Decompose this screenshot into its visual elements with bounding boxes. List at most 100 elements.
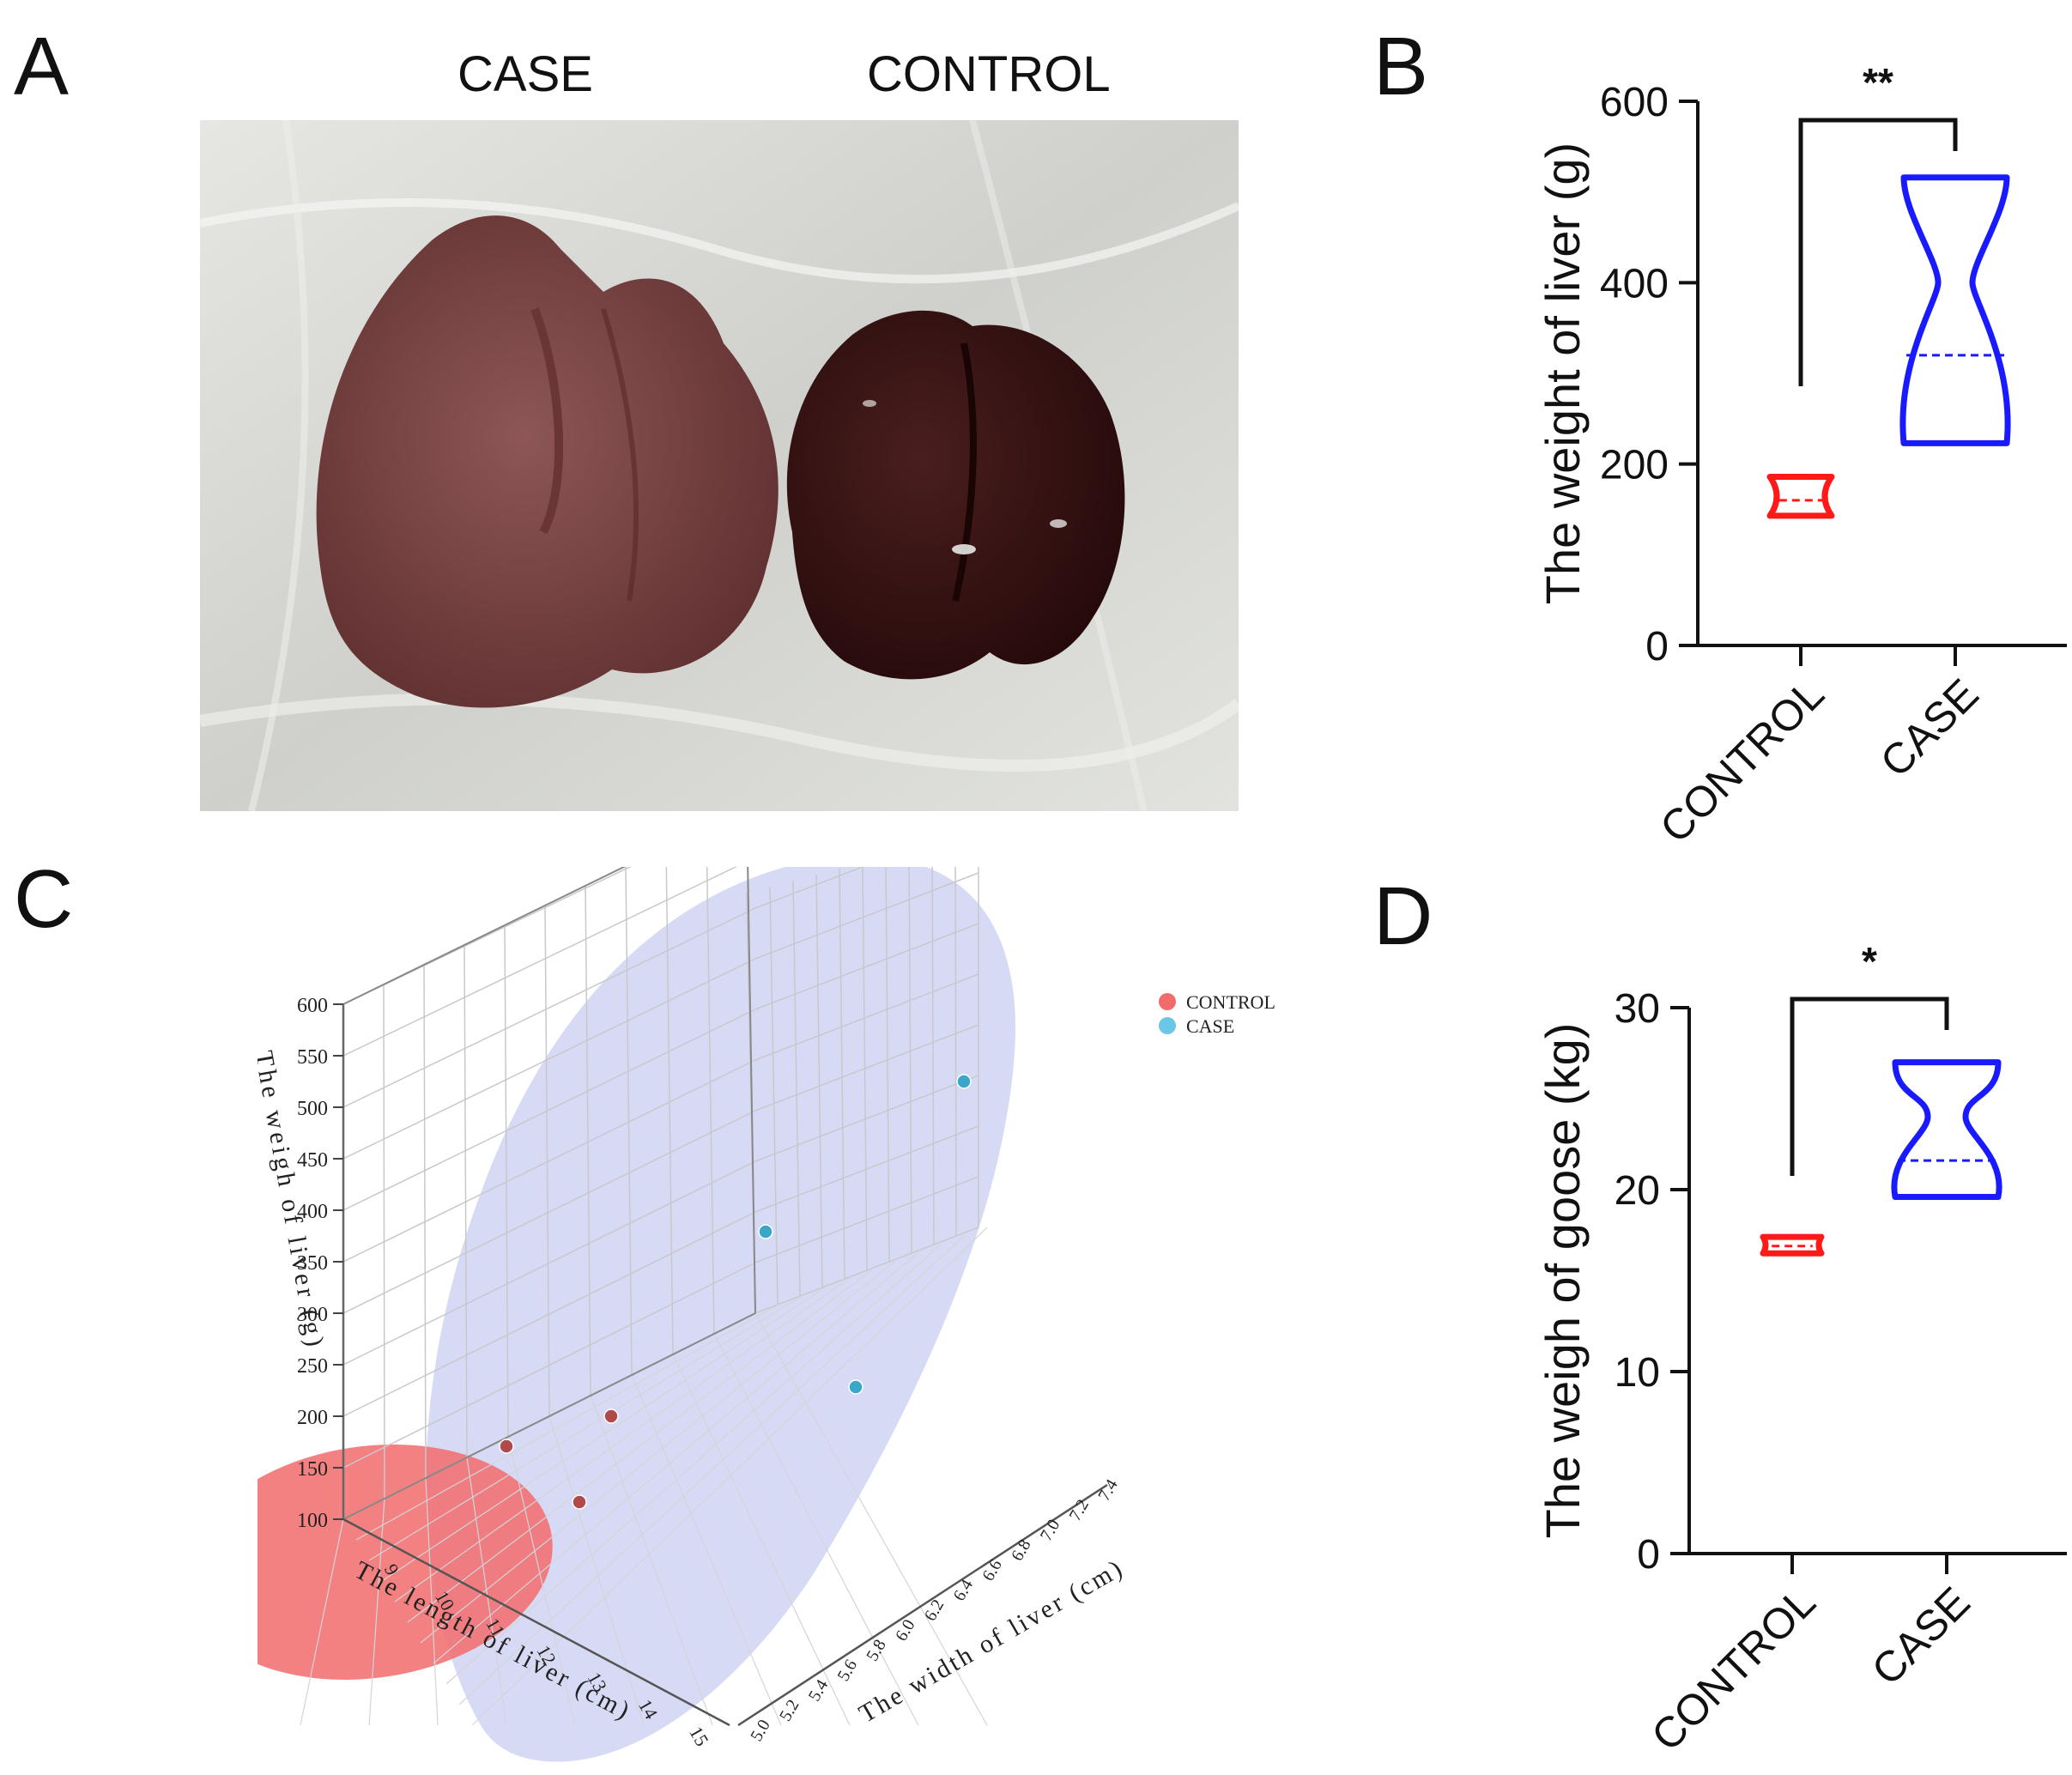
y-axis-label: The weigh of goose (kg) — [1536, 1023, 1590, 1539]
floor-grid-line — [445, 1244, 942, 1685]
grid-line — [625, 867, 633, 1376]
z-tick-label: 400 — [297, 1201, 328, 1223]
z-tick-label: 100 — [297, 1510, 328, 1532]
violin-control — [1760, 1233, 1825, 1257]
panel-label-a: A — [14, 21, 70, 112]
floor-grid-line — [300, 1518, 344, 1726]
back-floor-edge — [342, 1312, 756, 1520]
grid-line — [342, 1059, 756, 1263]
point-control — [499, 1439, 514, 1454]
significance-marker: ** — [1863, 60, 1893, 105]
x-tick-label: CONTROL — [1642, 1578, 1824, 1760]
legend-control-label: CONTROL — [1186, 991, 1275, 1013]
top-back-edge — [342, 867, 627, 1005]
photo-label-control: CONTROL — [867, 46, 1111, 102]
z-tick-label: 550 — [297, 1046, 328, 1069]
floor-grid-line — [471, 1227, 988, 1726]
floor-grid-line — [631, 1374, 782, 1726]
z-tick-label: 600 — [297, 995, 328, 1017]
z-tick-label: 150 — [297, 1458, 328, 1481]
x-tick-label: CONTROL — [1651, 669, 1833, 851]
grid-line — [342, 1160, 756, 1366]
legend-case-label: CASE — [1186, 1015, 1234, 1037]
point-case — [758, 1224, 773, 1239]
floor-grid-line — [507, 1436, 576, 1726]
chart-d-goose-weight: 0 10 20 30 The weigh of goose (kg) CONTROL CAS… — [1536, 939, 2067, 1760]
significance-marker: * — [1862, 939, 1877, 984]
grid-line — [342, 1009, 756, 1211]
grid-line — [754, 1125, 979, 1213]
y-tick-label: 6.4 — [950, 1577, 978, 1605]
panel-label-c: C — [14, 853, 74, 945]
z-tick-label: 200 — [297, 1407, 328, 1429]
y-tick-label: 10 — [1615, 1350, 1660, 1396]
y-tick-label: 6.0 — [892, 1616, 919, 1645]
floor-grid-line — [381, 1287, 826, 1582]
z-tick-label: 250 — [297, 1355, 328, 1378]
y-tick-label: 7.0 — [1037, 1517, 1064, 1545]
panel-label-b: B — [1373, 21, 1429, 112]
point-case — [848, 1379, 863, 1395]
significance-bracket — [1790, 997, 1949, 1176]
grid-line — [342, 1110, 756, 1314]
x-tick-label: CASE — [1871, 669, 1988, 786]
legend-case-marker — [1159, 1017, 1176, 1034]
floor-grid-line — [713, 1333, 919, 1726]
grid-line — [754, 973, 979, 1061]
y-axis-label: The weight of liver (g) — [1536, 142, 1590, 604]
floor-grid-line — [368, 1498, 385, 1726]
x-axis-line — [342, 1518, 730, 1727]
floor-grid-line — [420, 1261, 895, 1644]
control-cluster-ellipsoid — [257, 1445, 553, 1680]
grid-line — [383, 984, 385, 1499]
x-tick-label: 15 — [685, 1723, 713, 1750]
grid-line — [706, 867, 715, 1335]
floor-grid-line — [433, 1252, 918, 1664]
point-control — [603, 1408, 619, 1424]
floor-grid-line — [425, 1477, 439, 1726]
legend-control-marker — [1159, 993, 1176, 1010]
liver-photo-illustration — [200, 120, 1239, 811]
y-tick-label: 0 — [1637, 1532, 1660, 1578]
y-axis-line — [737, 1483, 1108, 1727]
liver-photo — [200, 120, 1239, 811]
x-tick-label: CASE — [1863, 1578, 1979, 1694]
floor-grid-line — [590, 1395, 713, 1726]
floor-grid-line — [407, 1269, 872, 1623]
back-vertical-edge — [747, 867, 756, 1314]
y-tick-label: 6.8 — [1008, 1536, 1035, 1565]
grid-line — [769, 886, 779, 1306]
violin-control — [1766, 473, 1835, 519]
y-tick-label: 20 — [1615, 1168, 1660, 1214]
grid-line — [908, 867, 912, 1254]
grid-line — [463, 944, 468, 1458]
grid-line — [665, 867, 674, 1355]
point-control — [572, 1494, 587, 1510]
y-tick-label: 6.6 — [978, 1556, 1006, 1584]
photo-label-case: CASE — [457, 46, 593, 102]
grid-line — [544, 905, 550, 1417]
violin-case — [1899, 174, 2011, 446]
y-tick-label: 6.2 — [921, 1596, 948, 1625]
z-tick-label: 300 — [297, 1304, 328, 1326]
grid-line — [342, 1211, 756, 1417]
grid-line — [754, 872, 979, 960]
y-tick-label: 7.4 — [1094, 1476, 1122, 1505]
y-tick-label: 30 — [1615, 986, 1660, 1032]
y-tick-label: 600 — [1600, 80, 1669, 125]
grid-line — [342, 867, 737, 1057]
floor-grid-line — [466, 1457, 507, 1726]
grid-line — [792, 880, 801, 1297]
y-tick-label: 0 — [1645, 624, 1669, 669]
case-cluster-ellipsoid — [426, 867, 1015, 1762]
significance-bracket — [1798, 118, 1958, 386]
z-tick-label: 500 — [297, 1098, 328, 1120]
grid-line — [754, 1024, 979, 1112]
grid-line — [754, 867, 864, 909]
z-tick-label: 450 — [297, 1149, 328, 1172]
grid-line — [885, 867, 890, 1263]
z-tick-label: 350 — [297, 1252, 328, 1275]
y-tick-label: 5.0 — [747, 1717, 774, 1745]
